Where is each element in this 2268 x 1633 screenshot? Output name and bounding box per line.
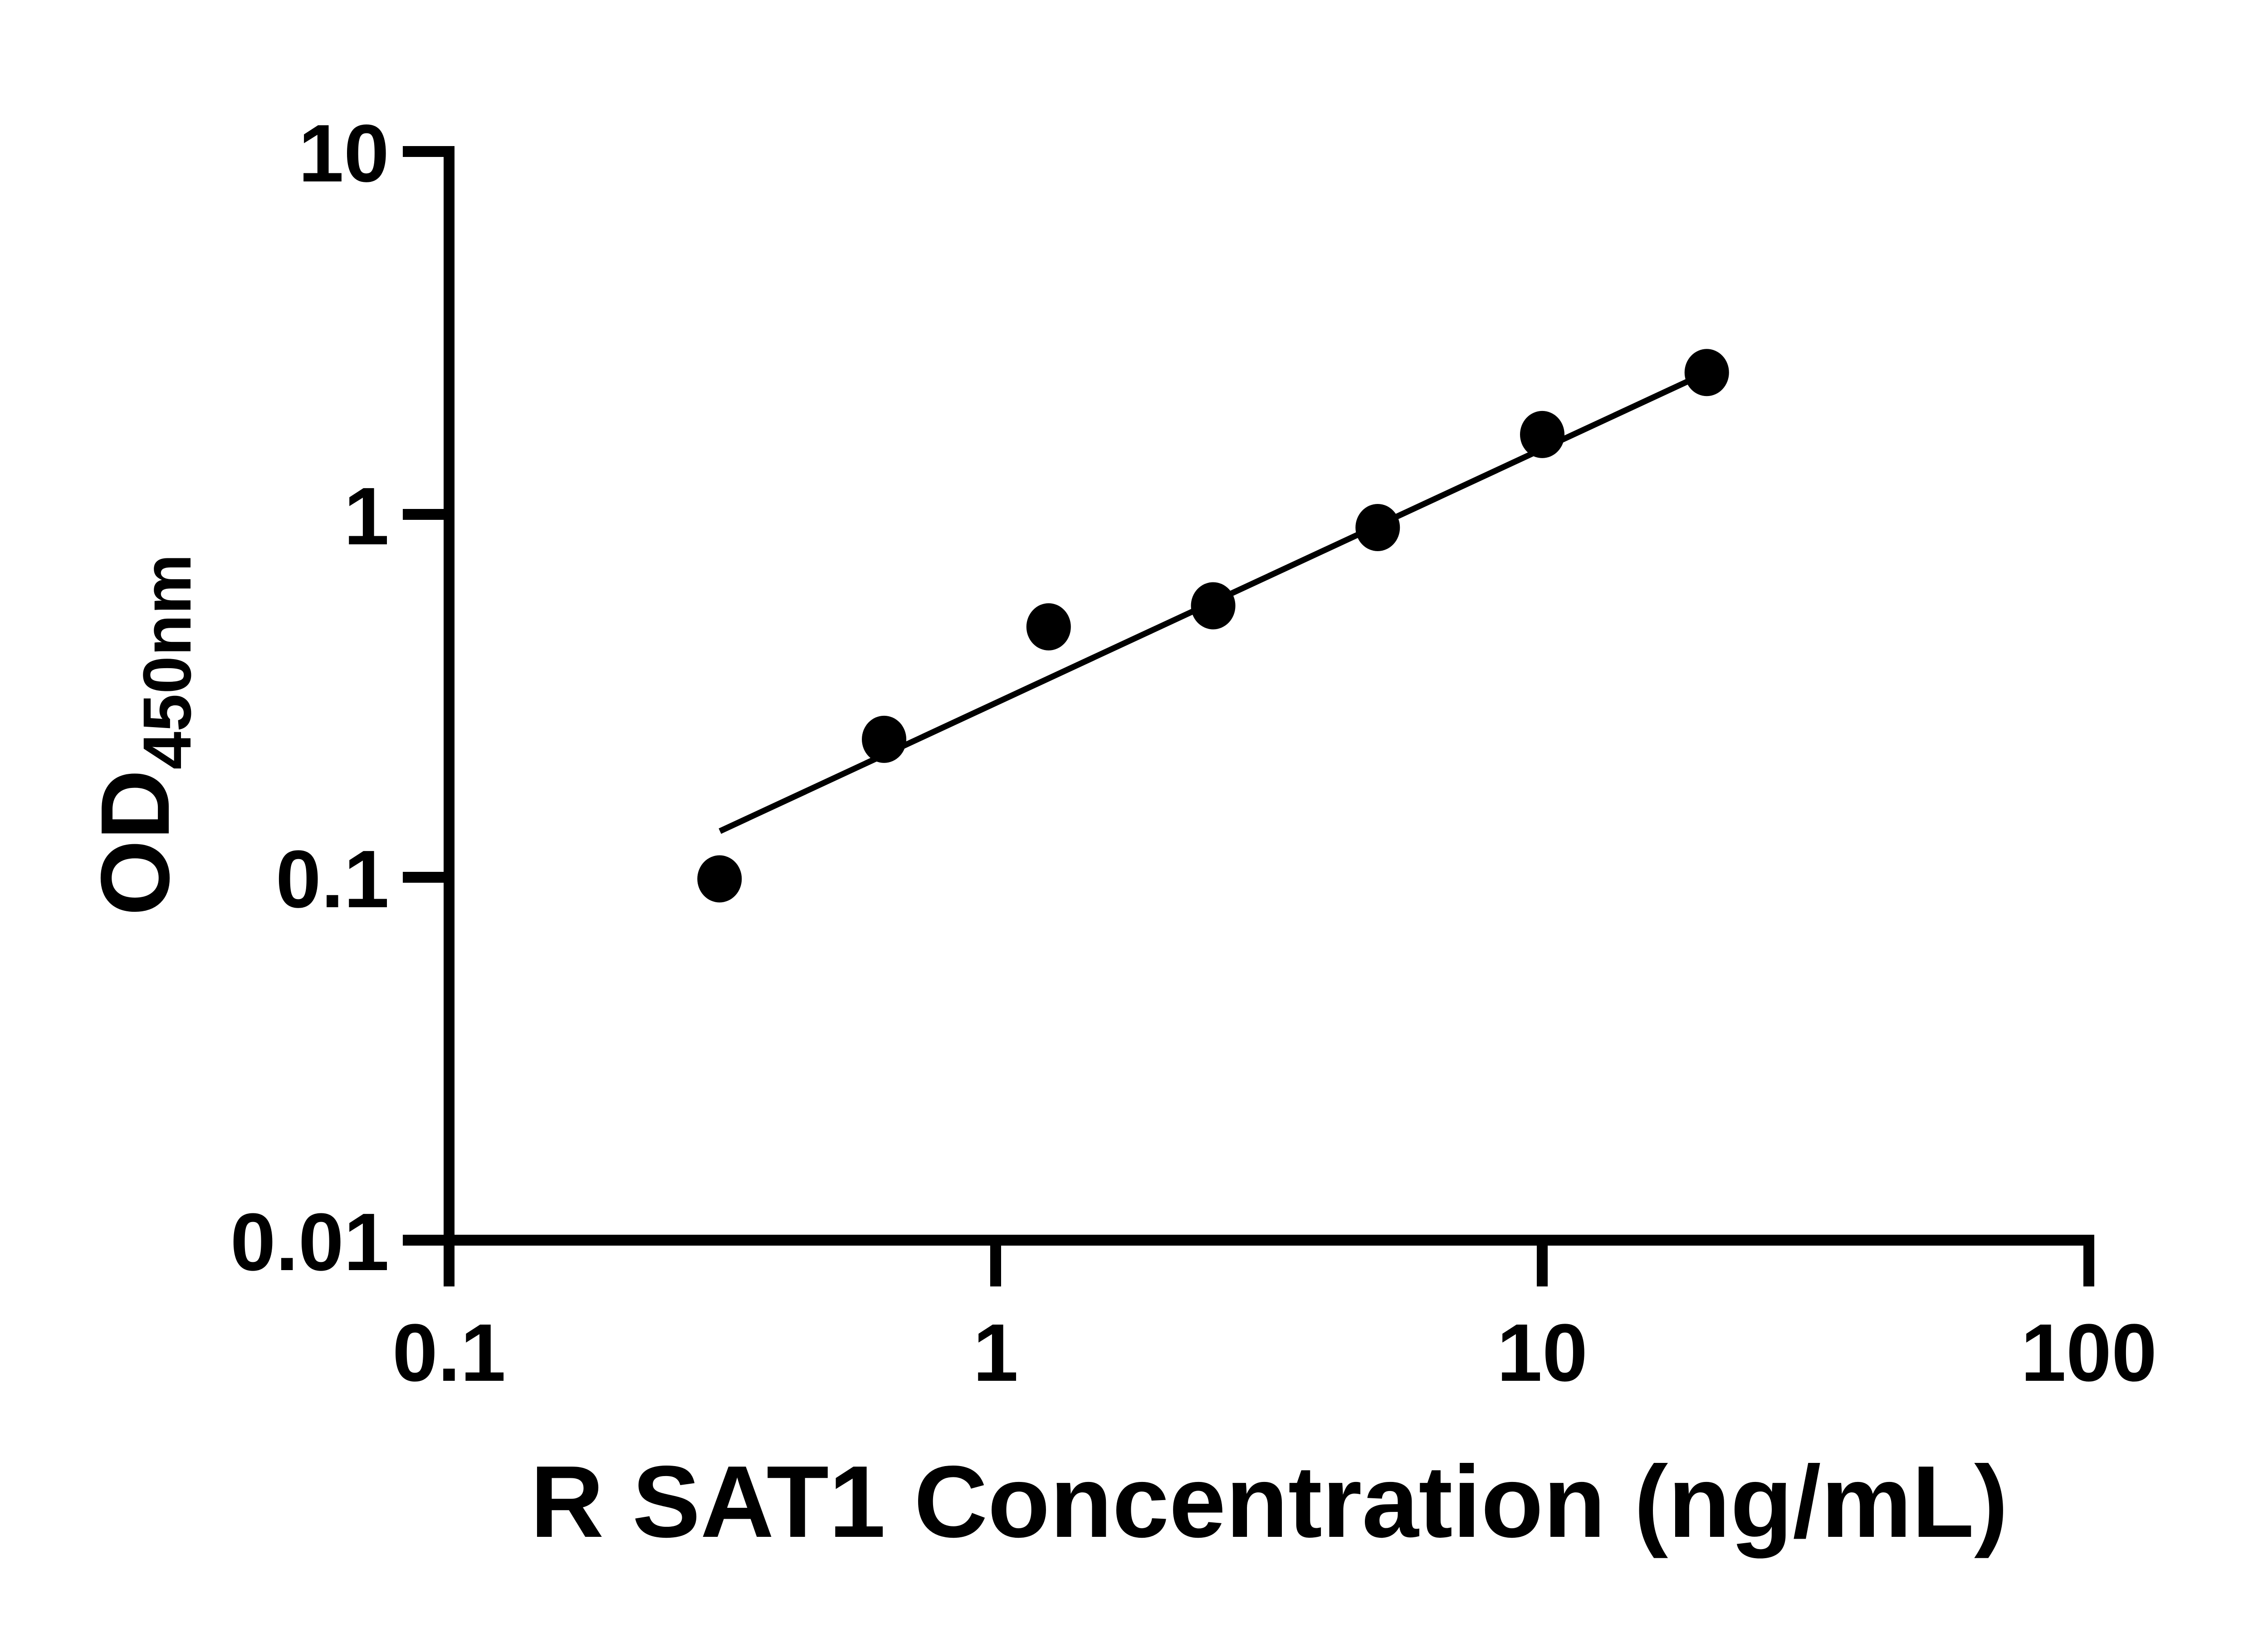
x-tick-label: 0.1 bbox=[392, 1307, 506, 1398]
y-tick-label: 1 bbox=[344, 471, 389, 562]
y-tick-label: 0.1 bbox=[276, 834, 389, 925]
data-point bbox=[1520, 411, 1564, 458]
plot-layer bbox=[697, 349, 1729, 903]
x-tick-label: 100 bbox=[2021, 1307, 2157, 1398]
x-axis-title: R SAT1 Concentration (ng/mL) bbox=[530, 1444, 2008, 1559]
x-tick-label: 1 bbox=[973, 1307, 1018, 1398]
y-axis-title: OD450nm bbox=[80, 554, 205, 916]
x-tick-label: 10 bbox=[1497, 1307, 1588, 1398]
data-point bbox=[862, 715, 907, 763]
y-axis-title-subscript: 450nm bbox=[129, 554, 205, 769]
data-point bbox=[697, 855, 742, 903]
data-point bbox=[1355, 504, 1400, 551]
axes-layer bbox=[444, 146, 2094, 1246]
y-tick-label: 10 bbox=[298, 108, 389, 199]
y-axis-title-main: OD bbox=[80, 769, 190, 916]
data-point bbox=[1684, 349, 1729, 396]
data-point bbox=[1191, 582, 1236, 630]
data-point bbox=[1026, 603, 1071, 650]
y-tick-label: 0.01 bbox=[230, 1197, 389, 1288]
